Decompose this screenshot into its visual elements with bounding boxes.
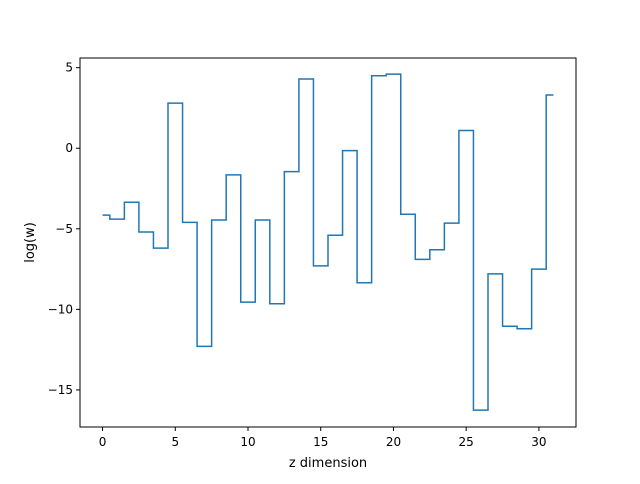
x-tick-label: 25	[459, 435, 474, 449]
axes	[79, 57, 577, 428]
series-step-line	[102, 73, 554, 411]
series-layer	[102, 73, 554, 411]
x-axis-label: z dimension	[289, 456, 367, 471]
y-tick-label: 0	[65, 141, 73, 155]
x-tick-label: 20	[386, 435, 401, 449]
y-tick-label: 5	[65, 61, 73, 75]
x-tick-label: 30	[531, 435, 546, 449]
x-axis-ticks: 0 5 10 15 20 25 30	[99, 427, 547, 449]
x-tick-label: 15	[313, 435, 328, 449]
y-tick-label: −10	[48, 302, 73, 316]
x-tick-label: 10	[240, 435, 255, 449]
y-axis-label: log(w)	[23, 222, 38, 263]
y-tick-label: −5	[55, 222, 73, 236]
y-tick-label: −15	[48, 383, 73, 397]
y-axis-ticks: 5 0 −5 −10 −15	[48, 61, 80, 397]
plot-area-frame	[79, 57, 577, 428]
x-tick-label: 5	[171, 435, 179, 449]
x-tick-label: 0	[99, 435, 107, 449]
